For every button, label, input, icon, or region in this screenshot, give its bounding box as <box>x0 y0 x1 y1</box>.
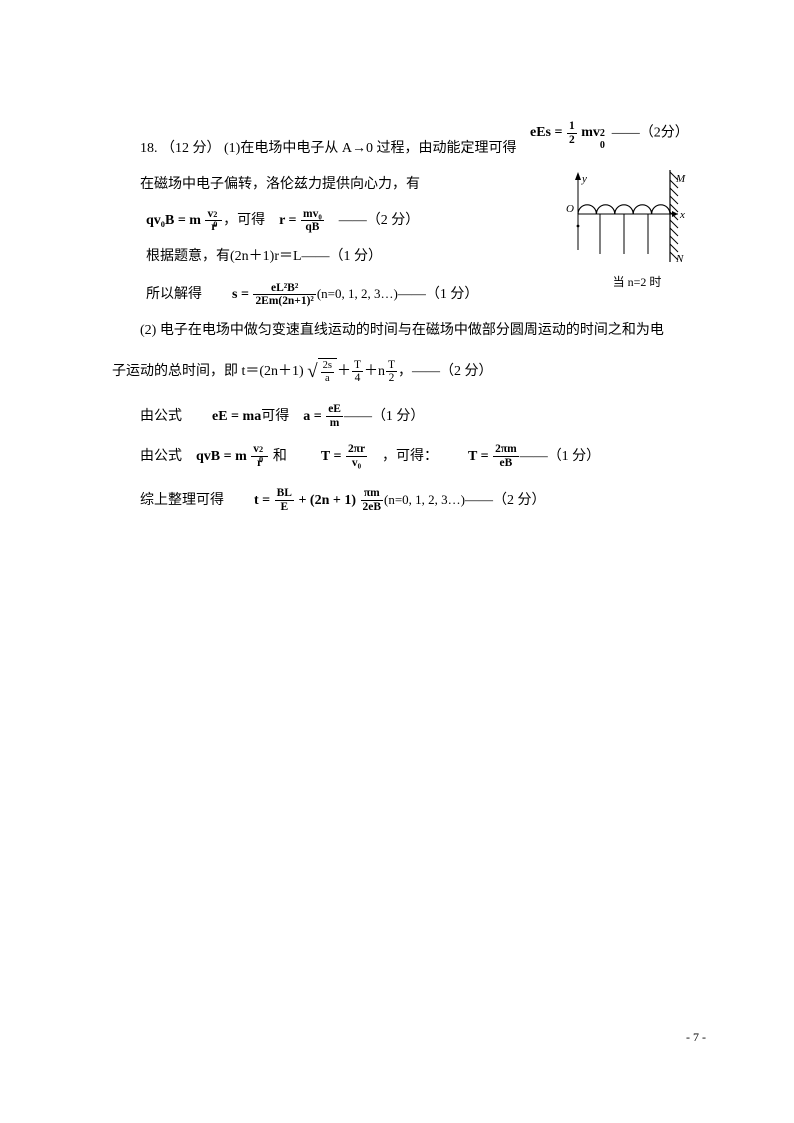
eq-a: a = eEm <box>303 403 344 431</box>
eq-T1: T = 2πrv₀ <box>321 443 368 471</box>
page-footer: - 7 - <box>686 1030 706 1045</box>
eq-t-final: t = BLE + (2n + 1) πm2eB <box>254 487 384 515</box>
eq-lorentz: qv₀B = m v20r <box>146 207 223 235</box>
line-2: 在磁场中电子偏转，洛伦兹力提供向心力，有 <box>140 171 689 199</box>
points-2b: ——（2 分） <box>339 207 420 235</box>
line-8: 由公式 eE = ma 可得 a = eEm ——（1 分） <box>140 403 689 431</box>
line-10: 综上整理可得 t = BLE + (2n + 1) πm2eB (n=0, 1,… <box>140 487 689 515</box>
line-7: 子运动的总时间，即 t＝(2n＋1) √2sa＋T4＋nT2，——（2 分） <box>112 353 689 391</box>
eq-s: s = eL²B²2Em(2n+1)² <box>232 281 317 309</box>
problem-number: 18. <box>140 141 158 156</box>
eq-qvB: qvB = m v20r <box>196 443 269 471</box>
eq-condition: (2n＋1)r＝L <box>230 249 302 264</box>
total-points: （12 分） <box>161 141 221 156</box>
line1-text: 在电场中电子从 A→0 过程，由动能定理可得 <box>240 141 516 156</box>
line-9: 由公式 qvB = m v20r 和 T = 2πrv₀ ，可得： T = 2π… <box>140 443 689 471</box>
line-3: qv₀B = m v20r ，可得 r = mv₀qB ——（2 分） <box>140 207 689 235</box>
line-4: 根据题意，有(2n＋1)r＝L——（1 分） <box>140 243 689 271</box>
line-6: (2) 电子在电场中做匀变速直线运动的时间与在磁场中做部分圆周运动的时间之和为电 <box>140 317 689 345</box>
part1-label: (1) <box>224 141 240 156</box>
eq-eE-ma: eE = ma <box>212 403 261 431</box>
line-5: 所以解得 s = eL²B²2Em(2n+1)² (n=0, 1, 2, 3…)… <box>140 281 689 309</box>
line-1: 18. （12 分） (1)在电场中电子从 A→0 过程，由动能定理可得 <box>140 135 689 163</box>
eq-radius: r = mv₀qB <box>279 207 325 235</box>
eq-T2: T = 2πmeB <box>468 443 520 471</box>
page: eEs = 12 mv20 ——（2分） <box>0 0 794 1123</box>
